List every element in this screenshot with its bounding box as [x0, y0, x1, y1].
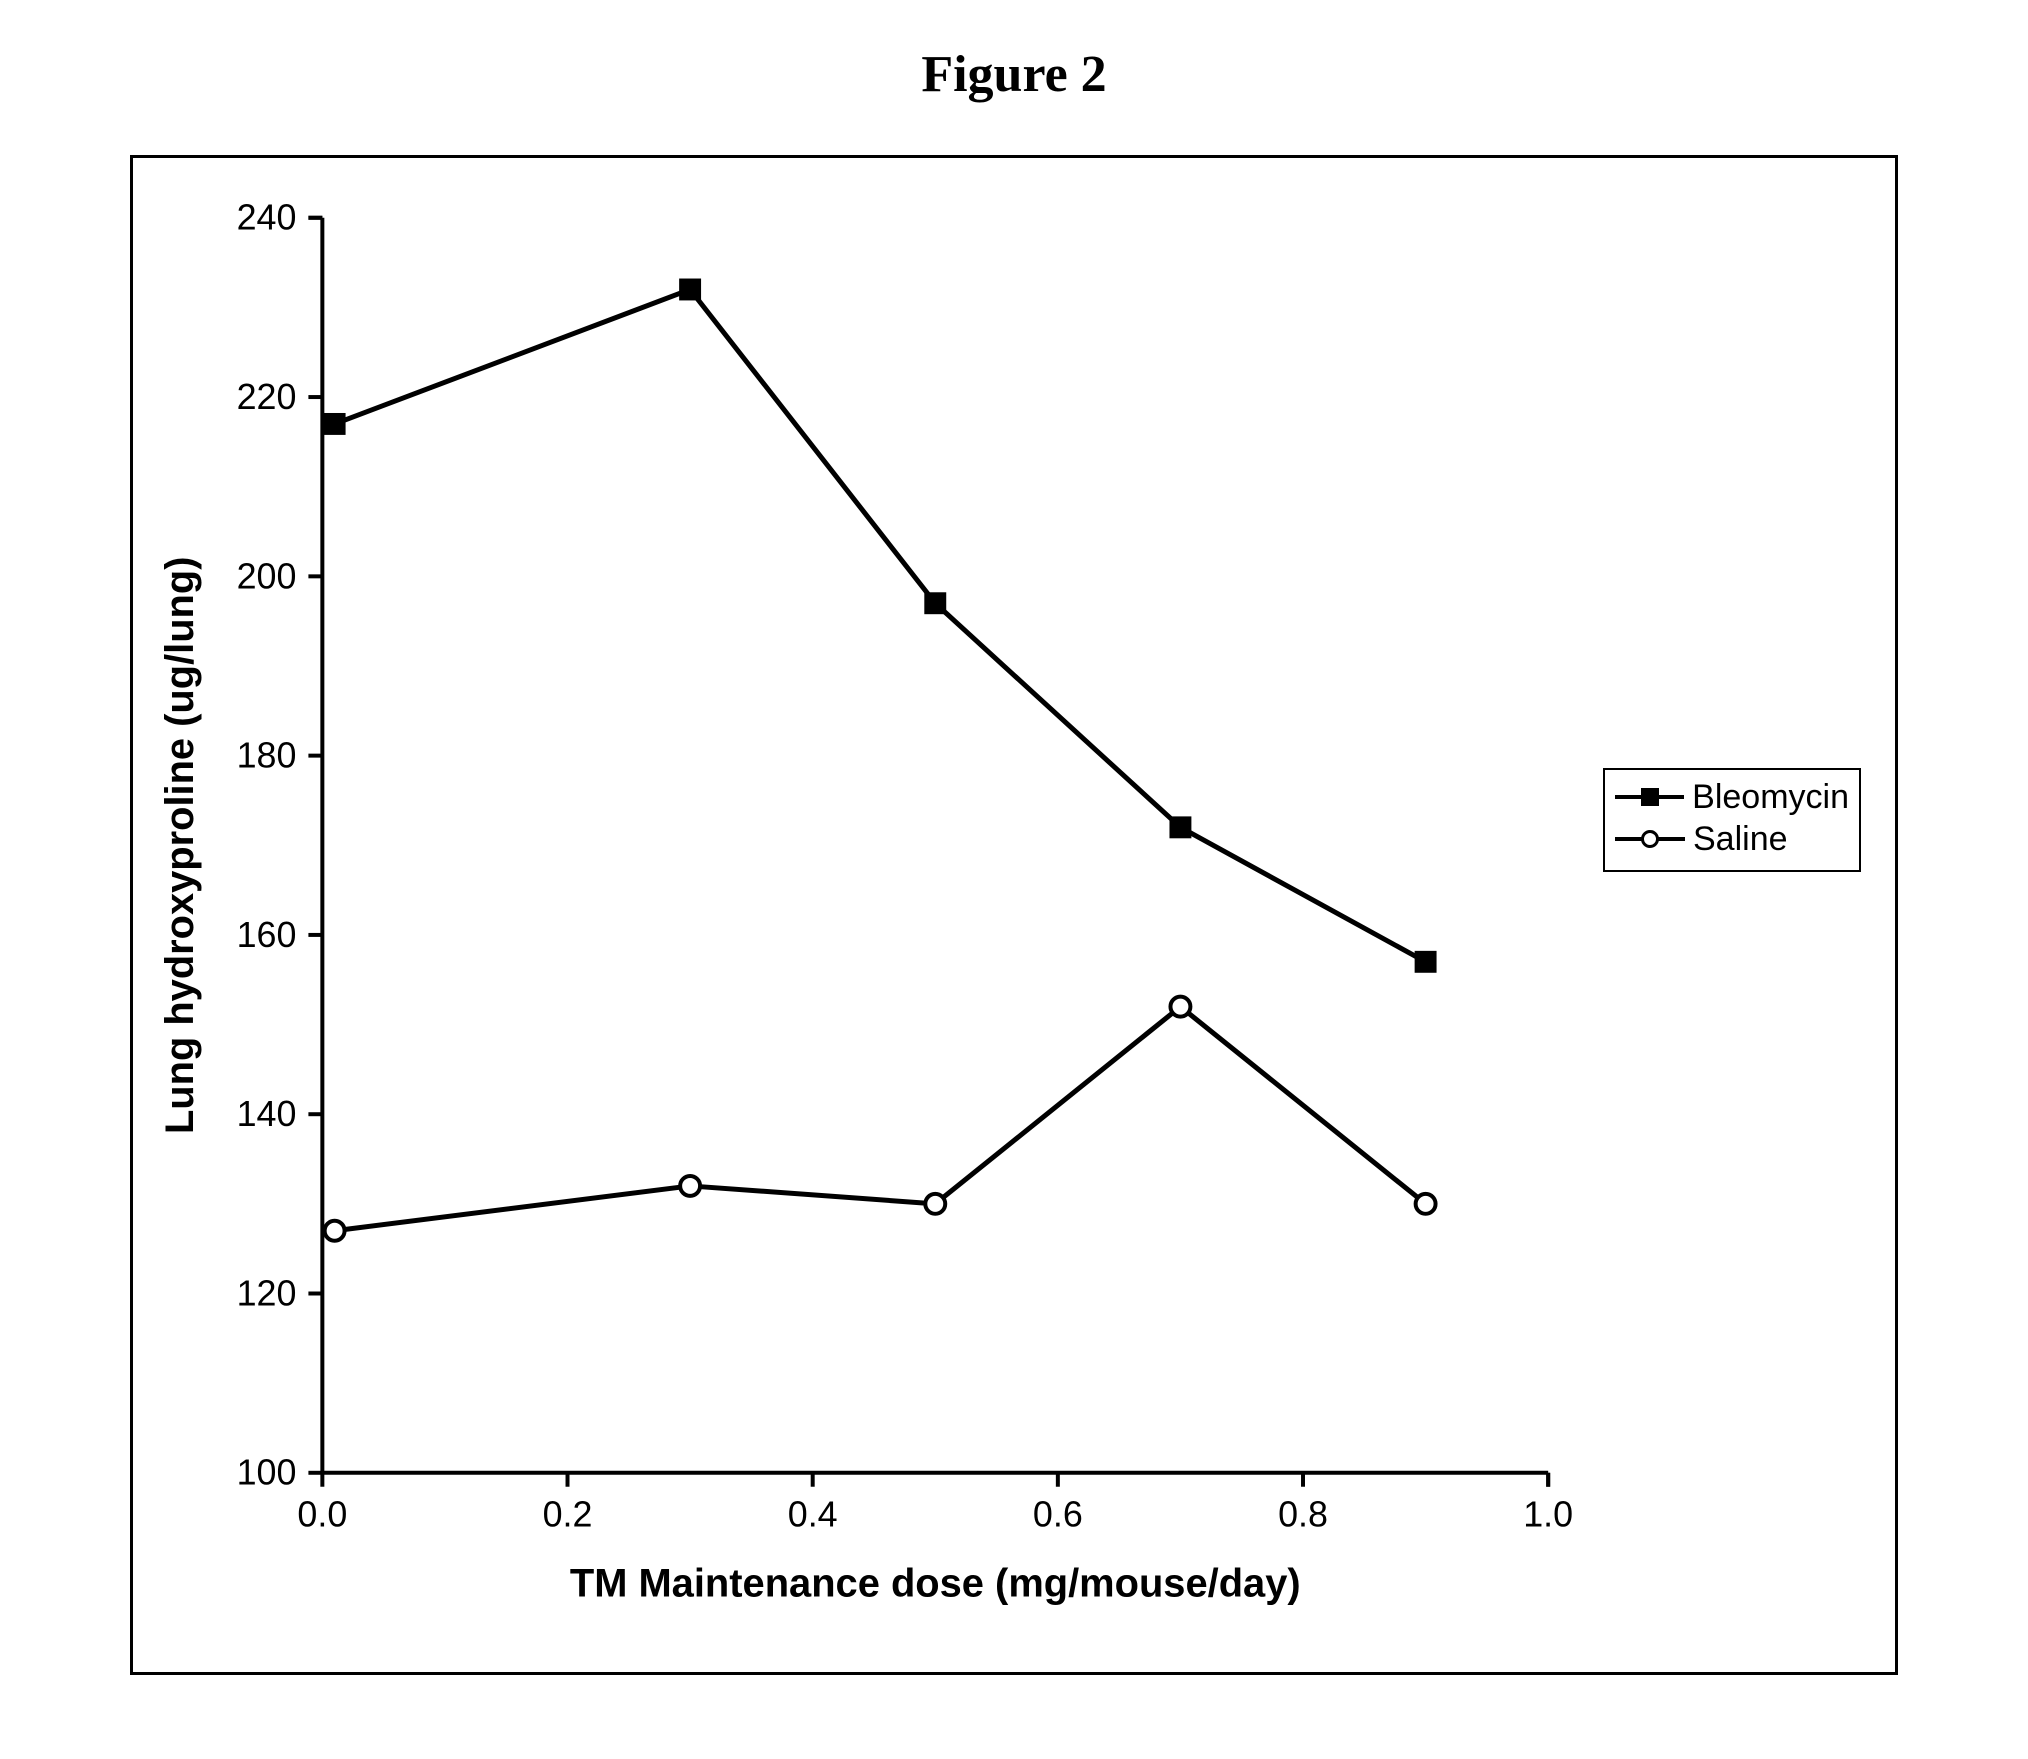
- legend-swatch-square-icon: [1615, 782, 1684, 812]
- legend-label: Bleomycin: [1692, 778, 1849, 817]
- svg-text:240: 240: [237, 198, 297, 238]
- svg-text:0.2: 0.2: [543, 1495, 593, 1535]
- chart-stage: 100 120 140 160 180 200 220 240 0.0 0.2 0.4 0.6 0.8 1…: [133, 158, 1895, 1672]
- svg-text:0.4: 0.4: [788, 1495, 838, 1535]
- page: Figure 2 100 120 140 160 180 200 220 240 0.0 0.2 0…: [0, 0, 2028, 1759]
- svg-text:200: 200: [237, 556, 297, 596]
- svg-text:TM Maintenance dose (mg/mouse/: TM Maintenance dose (mg/mouse/day): [570, 1561, 1301, 1605]
- svg-text:100: 100: [237, 1453, 297, 1493]
- legend-swatch-circle-icon: [1615, 824, 1685, 854]
- figure-title: Figure 2: [0, 45, 2028, 104]
- svg-text:0.0: 0.0: [297, 1495, 347, 1535]
- svg-text:120: 120: [237, 1273, 297, 1313]
- svg-text:Lung hydroxyproline (ug/lung): Lung hydroxyproline (ug/lung): [158, 557, 202, 1135]
- svg-text:160: 160: [237, 915, 297, 955]
- legend-item-saline: Saline: [1615, 818, 1849, 860]
- legend-item-bleomycin: Bleomycin: [1615, 776, 1849, 818]
- legend-label: Saline: [1693, 820, 1788, 859]
- legend: Bleomycin Saline: [1603, 768, 1861, 872]
- svg-text:0.6: 0.6: [1033, 1495, 1083, 1535]
- chart-svg: 100 120 140 160 180 200 220 240 0.0 0.2 0.4 0.6 0.8 1…: [133, 158, 1895, 1672]
- svg-text:1.0: 1.0: [1523, 1495, 1573, 1535]
- svg-text:0.8: 0.8: [1278, 1495, 1328, 1535]
- svg-text:220: 220: [237, 377, 297, 417]
- svg-text:180: 180: [237, 736, 297, 776]
- svg-text:140: 140: [237, 1094, 297, 1134]
- chart-frame: 100 120 140 160 180 200 220 240 0.0 0.2 0.4 0.6 0.8 1…: [130, 155, 1898, 1675]
